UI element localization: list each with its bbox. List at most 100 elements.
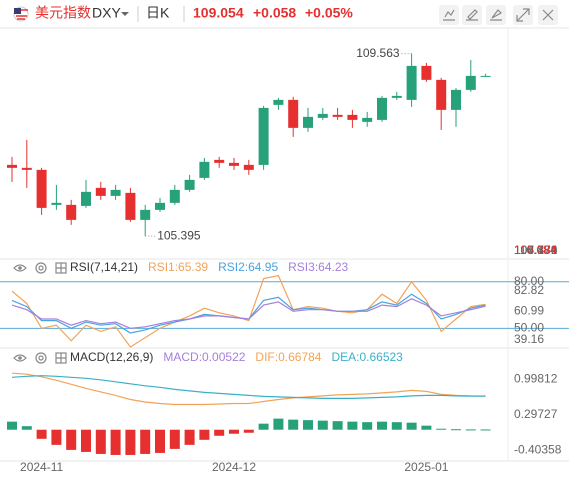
candle-body <box>199 161 210 178</box>
candle-body <box>7 164 17 168</box>
dropdown-arrow[interactable] <box>121 12 129 16</box>
legend-entry: RSI2:64.95 <box>218 260 278 274</box>
y-tick-label: 0.99812 <box>514 372 558 386</box>
candle-body <box>273 99 284 105</box>
candle-body <box>436 79 447 110</box>
candle-body <box>451 89 461 110</box>
histogram-bar <box>317 420 328 430</box>
candle-body <box>140 209 151 220</box>
instrument-name[interactable]: 美元指数 <box>35 5 91 21</box>
y-tick-label: 50.00 <box>514 321 544 335</box>
histogram-bar <box>332 421 343 430</box>
histogram-bar <box>451 429 461 431</box>
expand-icon[interactable] <box>55 352 67 364</box>
histogram-bar <box>36 429 47 439</box>
price-change: +0.058 <box>253 5 296 21</box>
histogram-bar <box>66 429 77 450</box>
toolbar <box>439 5 558 25</box>
legend-entry: RSI1:65.39 <box>148 260 208 274</box>
histogram-bar <box>480 429 491 431</box>
legend-entry: DIF:0.66784 <box>255 350 321 364</box>
histogram-bar <box>95 429 106 454</box>
candle-body <box>317 113 328 118</box>
candle-body <box>406 65 417 100</box>
high-annotation: 109.563 <box>356 46 400 60</box>
histogram-bar <box>169 429 180 449</box>
legend-entry: DEA:0.66523 <box>331 350 403 364</box>
histogram-bar <box>436 428 447 430</box>
candle-body <box>184 179 195 190</box>
histogram-bar <box>421 425 432 430</box>
histogram-bar <box>140 429 151 454</box>
candle-body <box>169 189 180 203</box>
tool-button[interactable] <box>513 5 533 25</box>
candle-body <box>391 95 402 98</box>
candle-body <box>81 191 91 206</box>
tool-button[interactable] <box>486 5 506 25</box>
y-tick-label: 80.00 <box>514 274 544 288</box>
period[interactable]: 日K <box>146 5 170 21</box>
panel-tools <box>13 262 67 364</box>
y-tick-label: 104.874 <box>514 243 558 257</box>
settings-icon[interactable] <box>35 352 47 364</box>
indicator-line <box>11 372 486 406</box>
candle-body <box>51 202 62 205</box>
histogram-bar <box>258 423 269 430</box>
x-tick-label: 2024-11 <box>20 460 63 474</box>
candle-body <box>21 167 32 170</box>
candle-body <box>465 75 476 90</box>
eye-icon[interactable] <box>13 264 27 272</box>
candle-body <box>110 189 121 196</box>
y-tick-label: 82.82 <box>514 283 544 297</box>
histogram-bar <box>391 422 402 430</box>
y-tick-label: 108.781 <box>514 243 558 257</box>
histogram-bar <box>199 429 210 440</box>
candle-body <box>66 204 77 220</box>
candle-body <box>229 162 239 166</box>
candle-body <box>377 97 387 120</box>
histogram-bar <box>347 421 358 430</box>
candle-body <box>125 192 136 220</box>
candle-body <box>95 187 106 196</box>
histogram-bar <box>51 429 62 445</box>
y-tick-label: 107.479 <box>514 243 558 257</box>
indicator-line <box>11 298 486 329</box>
symbol[interactable]: DXY <box>92 5 121 21</box>
close-button[interactable] <box>538 5 558 25</box>
tool-button[interactable] <box>439 5 459 25</box>
candle-body <box>214 159 225 163</box>
histogram-bar <box>81 429 91 452</box>
candle-body <box>480 75 491 77</box>
histogram-bar <box>229 429 239 434</box>
y-tick-label: 0.29727 <box>514 407 558 421</box>
eye-icon[interactable] <box>13 354 27 362</box>
histogram-bar <box>155 429 165 453</box>
x-tick-label: 2025-01 <box>404 460 448 474</box>
histogram-bar <box>21 426 32 430</box>
candle-body <box>36 169 47 208</box>
flag-icon <box>13 6 29 22</box>
expand-icon[interactable] <box>55 262 67 274</box>
candle-body <box>288 99 299 128</box>
legend-entry: RSI3:64.23 <box>288 260 348 274</box>
candle-body <box>243 164 254 170</box>
histogram-bar <box>362 422 373 430</box>
candle-body <box>155 202 165 210</box>
histogram-bar <box>214 429 225 436</box>
settings-icon[interactable] <box>35 262 47 274</box>
legend-entry: MACD:0.00522 <box>163 350 245 364</box>
panel-title: RSI(7,14,21) <box>70 260 138 274</box>
histogram-bar <box>110 429 121 455</box>
histogram-bar <box>184 429 195 445</box>
candle-body <box>258 107 269 165</box>
candle-body <box>332 114 343 117</box>
last-price: 109.054 <box>193 5 244 21</box>
histogram-bar <box>465 429 476 431</box>
y-tick-label: 60.99 <box>514 303 544 317</box>
tool-button[interactable] <box>462 5 482 25</box>
candle-body <box>347 114 358 120</box>
indicator-line <box>11 274 486 348</box>
x-tick-label: 2024-12 <box>212 460 256 474</box>
histogram-bar <box>406 422 417 430</box>
